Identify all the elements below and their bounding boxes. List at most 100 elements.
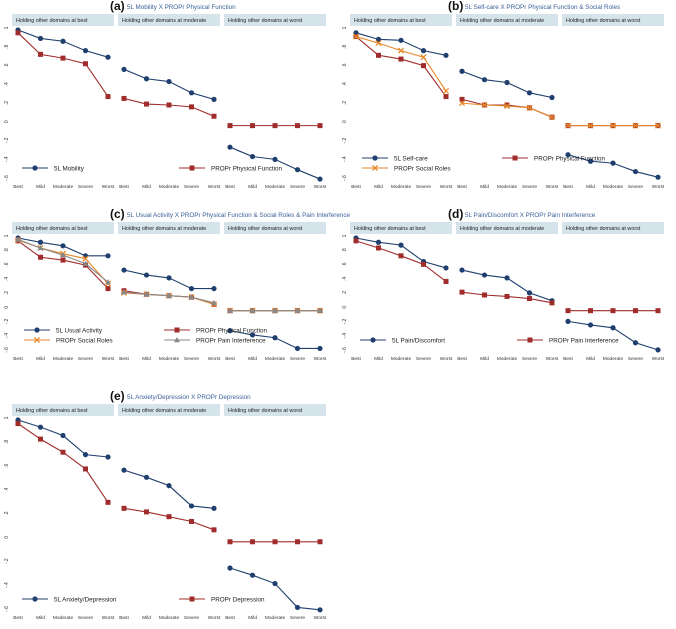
y-tick-label: .2 [342, 291, 348, 295]
x-tick-label: Mild [36, 184, 45, 190]
y-tick-label: 1 [4, 234, 10, 237]
data-point [633, 308, 638, 314]
legend-label: PROPr Physical Function [196, 327, 268, 334]
y-tick-label: 1 [342, 26, 348, 29]
y-tick-label: .2 [4, 291, 10, 295]
x-tick-label: Best [225, 184, 235, 190]
data-point [317, 539, 323, 545]
y-tick-label: -.6 [4, 347, 10, 353]
data-point [565, 318, 571, 324]
data-point [459, 289, 465, 295]
legend: 5L Pain/Discomfort PROPr Pain Interferenc… [360, 337, 619, 344]
data-point [375, 40, 382, 47]
legend-marker [33, 336, 41, 344]
data-point [398, 253, 404, 259]
data-point [549, 300, 555, 306]
subplot-2: Holding other domains at moderate Best Mil… [456, 14, 559, 190]
panel-letter: (d) [448, 207, 463, 221]
data-point [294, 307, 301, 313]
x-tick-label: Worst [440, 356, 453, 362]
data-point [564, 122, 572, 129]
series-line-3 [355, 36, 447, 92]
data-point [60, 257, 66, 263]
data-point [443, 278, 449, 284]
data-point [375, 36, 382, 42]
x-tick-label: Best [457, 356, 467, 362]
x-tick-label: Worst [546, 356, 559, 362]
legend-label: PROPr Depression [211, 596, 265, 603]
legend-label: PROPr Social Roles [394, 165, 451, 172]
data-point [272, 580, 278, 587]
data-point [294, 167, 301, 173]
data-point [609, 122, 617, 129]
data-point [526, 104, 533, 111]
data-point [610, 308, 616, 314]
series-line-1 [355, 32, 447, 56]
data-point [481, 272, 488, 278]
data-point [655, 174, 661, 180]
series-line-1 [229, 567, 321, 611]
data-point [189, 104, 194, 110]
legend-label: 5L Pain/Discomfort [392, 337, 445, 344]
subplot-header [562, 222, 664, 234]
legend-marker [527, 337, 533, 343]
data-point [587, 158, 594, 164]
y-tick-label: -.2 [4, 318, 10, 324]
panel-title: 5L Mobility X PROPr Physical Function [127, 4, 236, 11]
x-tick-label: Severe [416, 184, 432, 190]
data-point [82, 452, 89, 458]
y-tick-label: .4 [4, 82, 10, 86]
x-tick-label: Worst [314, 184, 327, 190]
chart-panel-3: (c) 5L Usual Activity X PROPr Physical Fu… [4, 207, 351, 362]
data-point [166, 102, 172, 108]
x-tick-label: Mild [248, 356, 257, 362]
subplot-title: Holding other domains at moderate [122, 226, 206, 232]
data-point [317, 123, 323, 129]
legend-label: PROPr Physical Function [211, 165, 283, 172]
data-point [482, 292, 487, 298]
data-point [442, 87, 450, 94]
data-point [143, 272, 150, 278]
y-tick-label: 0 [4, 536, 10, 539]
x-tick-label: Moderate [603, 184, 624, 190]
x-tick-label: Best [563, 184, 573, 190]
x-tick-label: Severe [184, 356, 200, 362]
subplot-title: Holding other domains at best [354, 18, 426, 24]
data-point [121, 505, 127, 511]
data-point [632, 168, 639, 175]
data-point [352, 33, 360, 40]
y-tick-label: -.4 [4, 333, 10, 339]
legend-marker [371, 164, 379, 172]
subplot-header [12, 14, 114, 26]
data-point [188, 90, 195, 96]
subplot-header [118, 222, 220, 234]
data-point [317, 607, 323, 613]
x-tick-label: Worst [208, 615, 221, 621]
subplot-title: Holding other domains at best [354, 226, 426, 232]
x-tick-label: Moderate [391, 184, 412, 190]
data-point [82, 48, 89, 54]
x-tick-label: Mild [248, 615, 257, 621]
data-point [375, 239, 382, 245]
data-point [632, 122, 639, 129]
x-tick-label: Moderate [265, 356, 286, 362]
data-point [272, 335, 278, 341]
subplot-3: Holding other domains at worst Best Mild Mo… [224, 222, 327, 362]
series-line-1 [123, 469, 215, 509]
x-tick-label: Worst [102, 615, 115, 621]
subplot-2: Holding other domains at moderate Best Mil… [118, 404, 221, 621]
y-tick-label: -.4 [4, 582, 10, 588]
x-tick-label: Mild [374, 356, 383, 362]
data-point [166, 292, 172, 298]
x-tick-label: Mild [36, 615, 45, 621]
subplot-header [224, 404, 326, 416]
x-tick-label: Moderate [603, 356, 624, 362]
subplot-1: Holding other domains at best Best Mild Mod… [350, 14, 453, 190]
y-tick-label: .8 [4, 440, 10, 444]
data-point [211, 299, 217, 306]
x-tick-label: Best [13, 184, 23, 190]
y-tick-label: .6 [4, 63, 10, 67]
data-point [317, 307, 323, 313]
x-tick-label: Moderate [159, 356, 180, 362]
data-point [60, 38, 66, 44]
